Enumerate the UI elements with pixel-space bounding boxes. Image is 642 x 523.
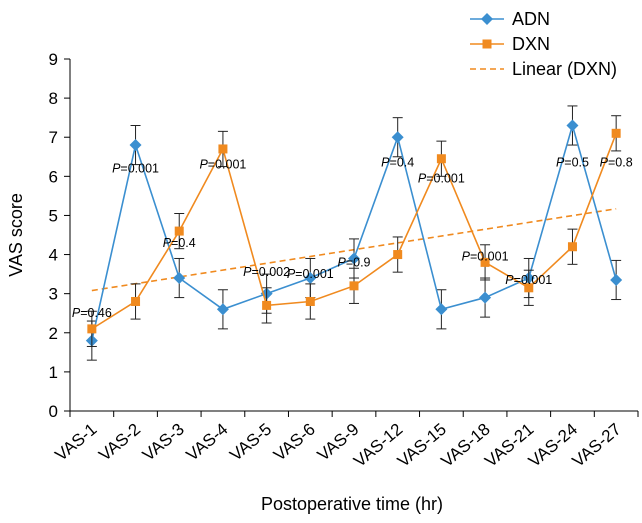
p-value-label: P=0.001	[287, 267, 334, 281]
point-dxn	[87, 324, 96, 333]
y-tick-label: 8	[49, 89, 58, 108]
point-dxn	[393, 250, 402, 259]
point-adn	[479, 292, 491, 304]
p-value-label: P=0.001	[505, 273, 552, 287]
point-adn	[435, 303, 447, 315]
legend-label: ADN	[512, 9, 550, 29]
series-line-adn	[92, 125, 616, 340]
p-value-label: P=0.001	[418, 171, 465, 185]
legend-marker	[481, 13, 493, 25]
x-tick-label: VAS-1	[52, 420, 101, 465]
y-tick-label: 6	[49, 167, 58, 186]
point-adn	[610, 274, 622, 286]
y-tick-label: 4	[49, 246, 58, 265]
x-tick-label: VAS-6	[270, 420, 319, 465]
series-layer	[86, 106, 622, 360]
x-tick-label: VAS-4	[183, 420, 232, 465]
series-adn	[86, 106, 622, 360]
y-axis-title: VAS score	[6, 193, 26, 277]
y-tick-label: 2	[49, 324, 58, 343]
x-tick-label: VAS-15	[394, 420, 450, 471]
legend-item: ADN	[470, 9, 550, 29]
y-tick-label: 9	[49, 50, 58, 69]
y-tick-label: 7	[49, 128, 58, 147]
y-tick-label: 1	[49, 363, 58, 382]
y-tick-label: 0	[49, 402, 58, 421]
point-dxn	[175, 227, 184, 236]
x-tick-label: VAS-24	[525, 420, 581, 471]
point-adn	[217, 303, 229, 315]
x-tick-label: VAS-18	[438, 420, 494, 471]
point-dxn	[568, 242, 577, 251]
y-tick-label: 5	[49, 206, 58, 225]
point-adn	[392, 131, 404, 143]
legend-label: DXN	[512, 34, 550, 54]
x-tick-label: VAS-27	[569, 420, 625, 471]
p-value-label: P=0.002	[243, 265, 290, 279]
p-value-label: P=0.8	[600, 156, 633, 170]
point-dxn	[131, 297, 140, 306]
annotation-layer: P=0.46P=0.001P=0.4P=0.001P=0.002P=0.001P…	[72, 156, 633, 321]
legend-item: Linear (DXN)	[470, 59, 617, 79]
point-adn	[173, 272, 185, 284]
point-dxn	[218, 144, 227, 153]
point-dxn	[262, 301, 271, 310]
point-dxn	[350, 281, 359, 290]
legend-item: DXN	[470, 34, 550, 54]
x-tick-label: VAS-3	[139, 420, 188, 465]
y-tick-label: 3	[49, 285, 58, 304]
p-value-label: P=0.001	[462, 250, 509, 264]
point-dxn	[437, 154, 446, 163]
p-value-label: P=0.001	[112, 162, 159, 176]
point-adn	[566, 119, 578, 131]
x-tick-label: VAS-5	[226, 420, 275, 465]
point-adn	[130, 139, 142, 151]
p-value-label: P=0.9	[337, 255, 370, 269]
p-value-label: P=0.5	[556, 156, 589, 170]
x-tick-label: VAS-12	[350, 420, 406, 471]
x-tick-label: VAS-21	[481, 420, 537, 471]
x-axis-title: Postoperative time (hr)	[261, 494, 443, 514]
point-dxn	[306, 297, 315, 306]
x-tick-label: VAS-2	[95, 420, 144, 465]
point-dxn	[612, 129, 621, 138]
x-axis: VAS-1VAS-2VAS-3VAS-4VAS-5VAS-6VAS-9VAS-1…	[52, 411, 638, 471]
series-dxn	[87, 116, 621, 347]
p-value-label: P=0.001	[199, 158, 246, 172]
p-value-label: P=0.4	[381, 156, 414, 170]
p-value-label: P=0.46	[72, 306, 112, 320]
p-value-label: P=0.4	[163, 236, 196, 250]
legend-label: Linear (DXN)	[512, 59, 617, 79]
y-axis: 0 1 2 3 4 5 6 7 8 9	[49, 50, 70, 421]
legend-marker	[483, 40, 492, 49]
legend: ADN DXN Linear (DXN)	[470, 9, 617, 79]
